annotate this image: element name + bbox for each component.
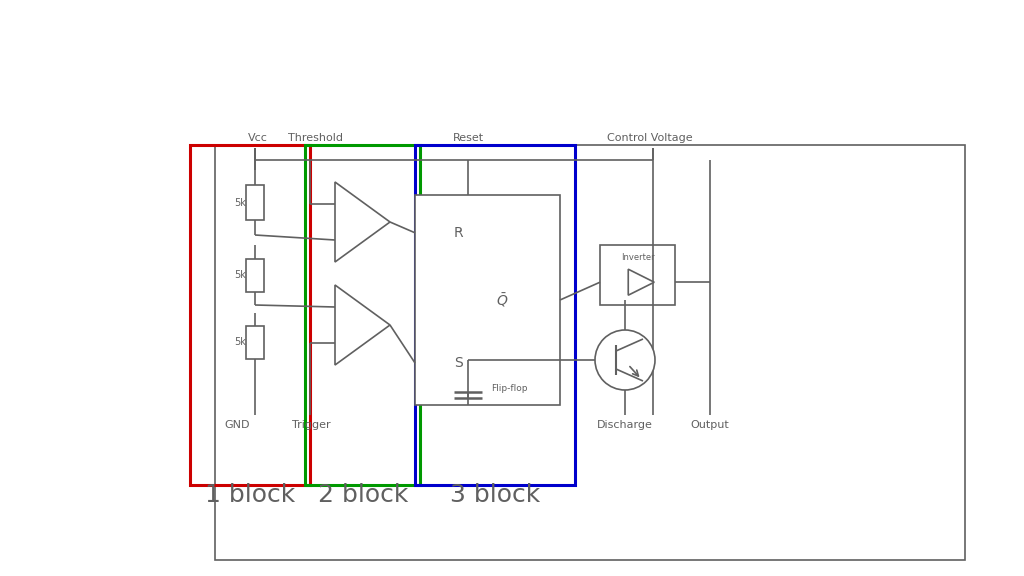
Text: 5k: 5k <box>234 270 246 280</box>
Bar <box>600 245 675 305</box>
Text: +: + <box>338 199 348 209</box>
Polygon shape <box>335 182 390 262</box>
Bar <box>215 145 965 560</box>
Bar <box>246 326 264 359</box>
Text: Threshold: Threshold <box>288 133 342 143</box>
Text: 2 block: 2 block <box>317 483 409 507</box>
Text: 5k: 5k <box>234 198 246 208</box>
Text: +: + <box>338 302 348 312</box>
Text: 1 block: 1 block <box>205 483 295 507</box>
Text: R: R <box>454 226 463 240</box>
Polygon shape <box>629 269 654 295</box>
Text: Reset: Reset <box>453 133 483 143</box>
Bar <box>415 145 575 485</box>
Bar <box>246 259 264 291</box>
Text: Inverter: Inverter <box>621 252 654 262</box>
Text: Discharge: Discharge <box>597 420 653 430</box>
Text: −: − <box>338 235 348 245</box>
Text: Vcc: Vcc <box>248 133 268 143</box>
Text: Trigger: Trigger <box>292 420 331 430</box>
Polygon shape <box>335 285 390 365</box>
Text: 1: 1 <box>370 320 378 334</box>
Text: $\bar{Q}$: $\bar{Q}$ <box>496 291 508 309</box>
Bar <box>190 145 310 485</box>
Text: 5k: 5k <box>234 337 246 347</box>
Circle shape <box>595 330 655 390</box>
Text: 3 block: 3 block <box>450 483 540 507</box>
Text: S: S <box>454 356 463 370</box>
Text: −: − <box>338 338 348 348</box>
Bar <box>415 195 560 405</box>
Text: 2: 2 <box>370 218 378 230</box>
Bar <box>305 145 420 485</box>
Text: Flip-flop: Flip-flop <box>490 384 527 393</box>
Bar <box>246 185 264 221</box>
Text: Control Voltage: Control Voltage <box>607 133 693 143</box>
Text: GND: GND <box>224 420 250 430</box>
Text: Output: Output <box>690 420 729 430</box>
